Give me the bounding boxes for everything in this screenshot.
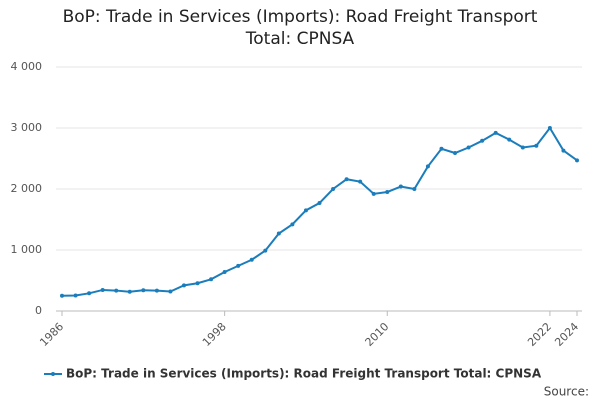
point	[60, 293, 64, 298]
y-tick-label: 4 000	[11, 60, 43, 73]
legend-label: BoP: Trade in Services (Imports): Road F…	[66, 367, 542, 381]
point	[425, 164, 430, 169]
point	[195, 281, 200, 286]
point	[127, 289, 132, 294]
x-tick-label: 1986	[37, 320, 66, 349]
y-tick-label: 0	[35, 304, 42, 317]
point	[222, 269, 227, 274]
point	[453, 151, 458, 156]
point	[358, 179, 363, 184]
point	[493, 130, 498, 135]
y-tick-label: 3 000	[11, 121, 43, 134]
point	[344, 177, 349, 182]
point	[276, 231, 281, 236]
point	[480, 138, 485, 143]
point	[249, 257, 254, 262]
point	[154, 288, 159, 293]
point	[575, 158, 579, 163]
point	[263, 248, 268, 253]
point	[534, 143, 539, 148]
point	[100, 287, 105, 292]
point	[371, 191, 376, 196]
point	[73, 293, 78, 298]
y-tick-label: 1 000	[11, 243, 43, 256]
point	[520, 145, 525, 150]
point	[236, 263, 241, 268]
point	[385, 190, 390, 195]
series-line	[61, 126, 578, 297]
point	[398, 184, 403, 189]
point	[290, 222, 295, 227]
point	[317, 201, 322, 206]
point	[507, 137, 512, 142]
point	[87, 291, 92, 296]
point	[561, 148, 566, 153]
point	[181, 283, 186, 288]
point	[412, 187, 417, 191]
x-tick-label: 2024	[552, 320, 581, 349]
point	[209, 277, 214, 282]
point	[303, 208, 308, 213]
source-label: Source:	[544, 385, 589, 399]
point	[168, 289, 173, 294]
y-tick-label: 2 000	[11, 182, 43, 195]
point	[141, 288, 146, 293]
point	[439, 146, 444, 151]
x-tick-label: 2010	[363, 320, 392, 349]
point	[466, 145, 471, 150]
point	[331, 187, 336, 191]
chart-title: BoP: Trade in Services (Imports): Road F…	[62, 7, 538, 49]
x-tick-label: 1998	[200, 320, 229, 349]
point	[547, 126, 552, 130]
point	[114, 288, 119, 293]
legend-marker	[51, 372, 55, 376]
x-tick-label: 2022	[525, 320, 554, 349]
